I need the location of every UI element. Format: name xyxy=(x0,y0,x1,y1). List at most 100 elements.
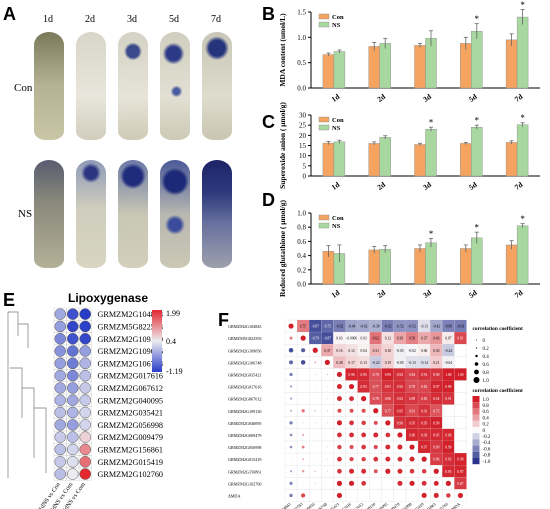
day-label-1d: 1d xyxy=(43,14,53,25)
correlation-value-11-14: 0.98 xyxy=(457,458,463,462)
correlation-cell-frame xyxy=(454,440,467,454)
correlation-value-5-12: 0.97 xyxy=(433,385,439,389)
correlation-cell-7-11 xyxy=(418,404,431,417)
correlation-value-6-8: 0.86 xyxy=(385,397,391,401)
correlation-value-2-7: 0.31 xyxy=(373,349,379,353)
leaf-image-con-2d xyxy=(76,32,106,140)
correlation-value-2-9: -0.05 xyxy=(396,349,404,353)
chart-b-ytick-label: 0.0 xyxy=(297,85,306,93)
correlation-cell-8-9 xyxy=(393,416,406,429)
chart-c-ytick-label: 30 xyxy=(299,112,307,120)
heatmap-e-cell-GRMZM2G156861-1 xyxy=(67,443,79,456)
correlation-dot-11-9 xyxy=(397,456,403,462)
correlation-row-label: GRMZM5G822593 xyxy=(228,336,262,341)
panel-letter-d: D xyxy=(262,190,275,210)
correlation-row-label: GRMZM2G015419 xyxy=(228,457,262,462)
correlation-value-2-4: 0.16 xyxy=(336,349,342,353)
correlation-value-3-9: -0.05 xyxy=(396,361,404,365)
correlation-value-1-3: -0.87 xyxy=(324,337,332,341)
chart-b-bar-con-3d xyxy=(414,45,426,89)
correlation-color-legend-label: -0.8 xyxy=(483,454,491,459)
correlation-cell-10-13 xyxy=(442,441,455,454)
correlation-color-legend-label: -1.0 xyxy=(483,460,491,465)
correlation-dot-13-10 xyxy=(409,480,415,486)
chart-c-ytick-label: 5 xyxy=(303,162,307,170)
correlation-value-9-10: 0.96 xyxy=(409,433,415,437)
correlation-value-1-12: 0.46 xyxy=(433,337,439,341)
correlation-value-10-12: 0.89 xyxy=(433,446,439,450)
correlation-dot-6-0 xyxy=(289,397,293,400)
correlation-cell-frame xyxy=(321,489,334,502)
leaf-image-ns-2d xyxy=(76,160,106,268)
correlation-value-1-10: 0.56 xyxy=(409,337,415,341)
leaf-image-ns-7d xyxy=(202,160,232,268)
correlation-value-9-11: 0.93 xyxy=(421,433,427,437)
correlation-size-legend-label: 0 xyxy=(483,339,486,344)
chart-b-bar-ns-2d xyxy=(379,43,391,89)
correlation-cell-3-7 xyxy=(369,356,382,369)
correlation-diag-3 xyxy=(324,359,330,365)
correlation-cell-1-2 xyxy=(309,332,322,345)
correlation-cell-8-11 xyxy=(418,416,431,429)
correlation-dot-10-6 xyxy=(361,444,366,450)
correlation-dot-2-0 xyxy=(288,347,294,353)
correlation-diag-8 xyxy=(385,420,391,426)
correlation-dot-4-2 xyxy=(314,373,316,376)
heatmap-e-row-dendrogram xyxy=(8,311,19,336)
correlation-value-0-2: -0.87 xyxy=(312,325,320,329)
correlation-cell-1-10 xyxy=(406,332,419,345)
correlation-cell-10-12 xyxy=(430,441,443,454)
correlation-cell-0-5 xyxy=(345,320,358,333)
correlation-value-0-10: -0.52 xyxy=(408,325,416,329)
chart-b-ytick-label: 1.5 xyxy=(297,9,306,17)
correlation-cell-4-14 xyxy=(454,368,467,381)
correlation-size-legend-dot xyxy=(473,377,480,383)
day-label-7d: 7d xyxy=(211,14,221,25)
chart-d-legend-label-ns: NS xyxy=(332,223,341,230)
correlation-value-2-11: 0.06 xyxy=(421,349,427,353)
correlation-value-7-9: 0.95 xyxy=(397,409,403,413)
correlation-row-label: GRMZM2G040095 xyxy=(228,421,262,426)
correlation-cell-frame xyxy=(442,404,455,417)
correlation-cell-1-6 xyxy=(357,332,370,345)
heatmap-e-cell-GRMZM5G822593-1 xyxy=(67,320,79,333)
correlation-value-0-12: -0.42 xyxy=(433,325,441,329)
chart-c-bar-con-1d xyxy=(322,142,335,177)
correlation-value-1-6: 0.03 xyxy=(361,337,367,341)
heatmap-e-row-label: GRMZM2G109130 xyxy=(98,335,164,344)
correlation-dot-10-0 xyxy=(289,445,293,449)
correlation-cell-5-10 xyxy=(406,380,419,393)
chart-d-xtick-2d: 2d xyxy=(375,288,387,300)
chart-d-xtick-3d: 3d xyxy=(421,288,433,300)
correlation-dot-9-4 xyxy=(337,432,342,438)
chart-d-significance-3d: * xyxy=(429,229,434,239)
correlation-cell-0-2 xyxy=(309,320,322,333)
correlation-diag-13 xyxy=(445,480,451,486)
correlation-value-12-13: 0.95 xyxy=(445,470,451,474)
chart-d-bar-ns-7d xyxy=(516,225,529,285)
correlation-dot-14-12 xyxy=(433,492,439,498)
correlation-cell-3-12 xyxy=(430,356,443,369)
correlation-value-3-4: 0.28 xyxy=(336,361,342,365)
leaf-image-ns-1d xyxy=(34,160,64,268)
heatmap-e-cell-GRMZM5G822593-0 xyxy=(54,320,66,333)
correlation-cell-6-10 xyxy=(406,392,419,405)
chart-c-ytick-label: 20 xyxy=(299,132,307,140)
heatmap-e-row-dendrogram xyxy=(34,407,47,473)
chart-c-significance-7d: * xyxy=(520,113,525,123)
correlation-cell-1-8 xyxy=(381,332,394,345)
correlation-value-8-9: 0.90 xyxy=(397,421,403,425)
heatmap-e-cell-GRMZM2G040095-1 xyxy=(67,394,79,406)
chart-d-legend-swatch-con xyxy=(318,214,330,221)
correlation-cell-frame xyxy=(454,428,467,442)
chart-b-xtick-1d: 1d xyxy=(330,92,342,104)
correlation-cell-5-11 xyxy=(418,380,431,393)
correlation-size-legend-label: 0.4 xyxy=(483,355,490,360)
chart-d-bar-con-3d xyxy=(414,248,426,285)
correlation-value-0-6: -0.42 xyxy=(360,325,368,329)
correlation-dot-12-7 xyxy=(373,469,378,474)
correlation-color-legend-swatch xyxy=(472,433,480,440)
heatmap-e-row-dendrogram xyxy=(22,387,35,458)
correlation-value-2-8: 0.18 xyxy=(385,349,391,353)
correlation-value-2-12: 0.30 xyxy=(433,349,439,353)
